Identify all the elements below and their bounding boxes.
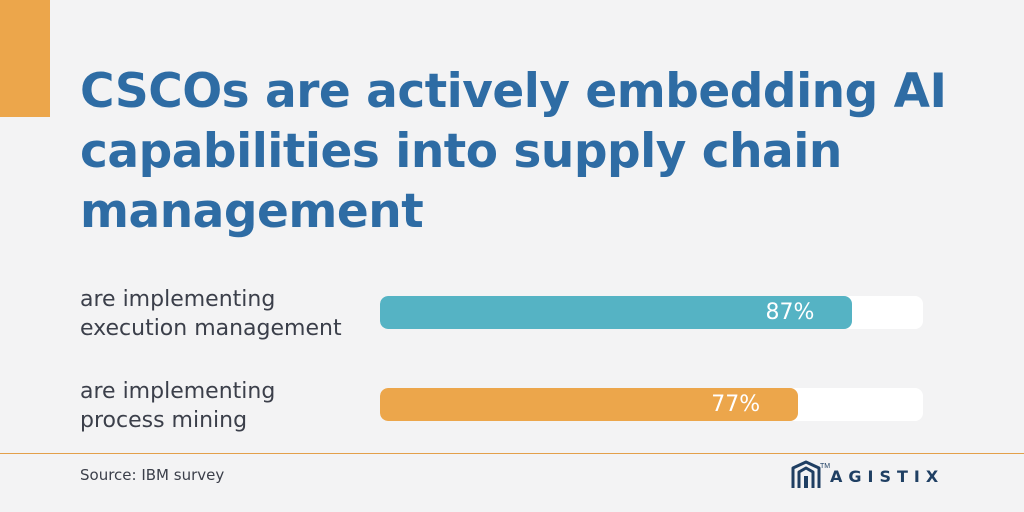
footer-divider [0,453,1024,454]
bar-label: are implementing process mining [80,377,365,435]
brand-name: AGISTIX [830,466,945,486]
bar-label-line: execution management [80,316,342,341]
bar-fill: 87% [380,296,853,329]
bar-track: 87% [380,296,923,329]
agistix-logo-icon [790,460,822,492]
bar-track: 77% [380,388,923,421]
bar-value-label: 87% [765,300,815,325]
bar-label: are implementing execution management [80,285,365,343]
bar-fill: 77% [380,388,799,421]
bar-row: are implementing execution management 87… [80,285,940,345]
trademark-mark: TM [820,463,831,470]
brand-logo: TM AGISTIX [790,459,944,493]
bar-value-label: 77% [711,392,761,417]
bar-label-line: are implementing [80,287,276,312]
page-title: CSCOs are actively embedding AI capabili… [80,64,947,239]
bar-label-line: are implementing [80,379,276,404]
bar-row: are implementing process mining 77% [80,377,940,437]
accent-block [0,0,50,117]
source-note: Source: IBM survey [80,466,225,484]
bar-label-line: process mining [80,408,248,433]
